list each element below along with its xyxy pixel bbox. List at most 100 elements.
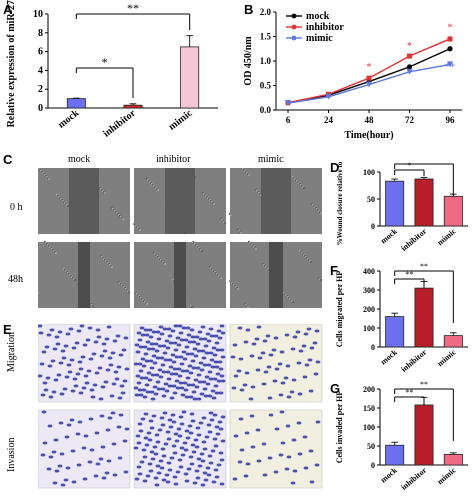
stained-cell bbox=[161, 344, 167, 348]
stained-cell bbox=[180, 453, 186, 457]
stained-cell bbox=[309, 346, 315, 350]
stained-cell bbox=[238, 417, 244, 421]
stained-cell bbox=[206, 423, 212, 427]
y-tick-label: 200 bbox=[363, 385, 375, 394]
stained-cell bbox=[81, 386, 87, 390]
stained-cell bbox=[147, 378, 153, 382]
stained-cell bbox=[133, 362, 139, 366]
transwell-panel: Migration Invasion bbox=[0, 322, 330, 497]
stained-cell bbox=[255, 428, 261, 432]
stained-cell bbox=[212, 413, 218, 417]
stained-cell bbox=[137, 472, 143, 476]
stained-cell bbox=[196, 457, 202, 461]
stained-cell bbox=[152, 385, 158, 389]
stained-cell bbox=[207, 430, 213, 434]
stained-cell bbox=[180, 369, 186, 373]
cell-texture bbox=[291, 300, 295, 304]
stained-cell bbox=[191, 340, 197, 344]
stained-cell bbox=[166, 377, 172, 381]
stained-cell bbox=[165, 430, 171, 434]
stained-cell bbox=[308, 389, 314, 393]
x-tick-label: mimic bbox=[167, 107, 195, 132]
stained-cell bbox=[215, 372, 221, 376]
y-tick-label: 8 bbox=[38, 28, 43, 39]
stained-cell bbox=[250, 445, 256, 449]
stained-cell bbox=[138, 345, 144, 349]
stained-cell bbox=[65, 332, 71, 336]
stained-cell bbox=[137, 338, 143, 342]
stained-cell bbox=[214, 365, 220, 369]
stained-cell bbox=[164, 339, 170, 343]
bar-mimic bbox=[180, 46, 200, 109]
stained-cell bbox=[160, 423, 166, 427]
stained-cell bbox=[211, 480, 217, 484]
y-tick-label: 100 bbox=[363, 423, 375, 432]
y-axis-label: Cells invaded per HP bbox=[335, 391, 344, 464]
stained-cell bbox=[136, 381, 142, 385]
stained-cell bbox=[220, 415, 226, 419]
stained-cell bbox=[133, 446, 139, 450]
stained-cell bbox=[203, 394, 209, 398]
stained-cell bbox=[66, 423, 72, 427]
stained-cell bbox=[254, 337, 260, 341]
stained-cell bbox=[99, 354, 105, 358]
stained-cell bbox=[219, 458, 225, 462]
stained-cell bbox=[170, 413, 176, 417]
stained-cell bbox=[38, 324, 43, 328]
stained-cell bbox=[176, 367, 182, 371]
stained-cell bbox=[174, 355, 180, 359]
stained-cell bbox=[117, 396, 123, 400]
stained-cell bbox=[158, 375, 164, 379]
stained-cell bbox=[159, 356, 165, 360]
stained-cell bbox=[143, 376, 149, 380]
stained-cell bbox=[171, 420, 177, 424]
stained-cell bbox=[208, 377, 214, 381]
stained-cell bbox=[141, 388, 147, 392]
stained-cell bbox=[89, 448, 95, 452]
stained-cell bbox=[191, 366, 197, 370]
stained-cell bbox=[76, 463, 82, 467]
stained-cell bbox=[111, 442, 117, 446]
stained-cell bbox=[154, 373, 160, 377]
stained-cell bbox=[187, 364, 193, 368]
stained-cell bbox=[107, 356, 113, 360]
y-tick-label: 0.5 bbox=[260, 81, 272, 91]
stained-cell bbox=[219, 348, 225, 352]
stained-cell bbox=[88, 417, 94, 421]
cell-texture bbox=[91, 304, 95, 308]
stained-cell bbox=[114, 377, 120, 381]
stained-cell bbox=[170, 353, 176, 357]
stained-cell bbox=[124, 367, 130, 371]
cell-texture bbox=[145, 302, 149, 306]
stained-cell bbox=[87, 460, 93, 464]
stained-cell bbox=[52, 347, 58, 351]
stained-cell bbox=[138, 429, 144, 433]
stained-cell bbox=[42, 441, 48, 445]
stained-cell bbox=[93, 474, 99, 478]
cell-texture bbox=[156, 188, 160, 192]
stained-cell bbox=[40, 453, 46, 457]
stained-cell bbox=[184, 429, 190, 433]
stained-cell bbox=[104, 471, 110, 475]
stained-cell bbox=[197, 330, 203, 334]
wound-gap bbox=[261, 168, 291, 234]
stained-cell bbox=[195, 426, 201, 430]
stained-cell bbox=[161, 478, 167, 482]
stained-cell bbox=[155, 464, 161, 468]
stained-cell bbox=[87, 326, 93, 330]
stained-cell bbox=[151, 414, 157, 418]
stained-cell bbox=[161, 454, 167, 458]
stained-cell bbox=[133, 386, 139, 390]
stained-cell bbox=[148, 469, 154, 473]
stained-cell bbox=[144, 333, 150, 337]
stained-cell bbox=[216, 463, 222, 467]
stained-cell bbox=[146, 371, 152, 375]
stained-cell bbox=[135, 350, 141, 354]
cell-texture bbox=[190, 305, 194, 309]
sig-star: ** bbox=[127, 1, 139, 15]
stained-cell bbox=[76, 329, 82, 333]
stained-cell bbox=[213, 360, 219, 364]
stained-cell bbox=[196, 397, 202, 401]
x-tick-label: mock bbox=[379, 347, 400, 366]
stained-cell bbox=[166, 437, 172, 441]
